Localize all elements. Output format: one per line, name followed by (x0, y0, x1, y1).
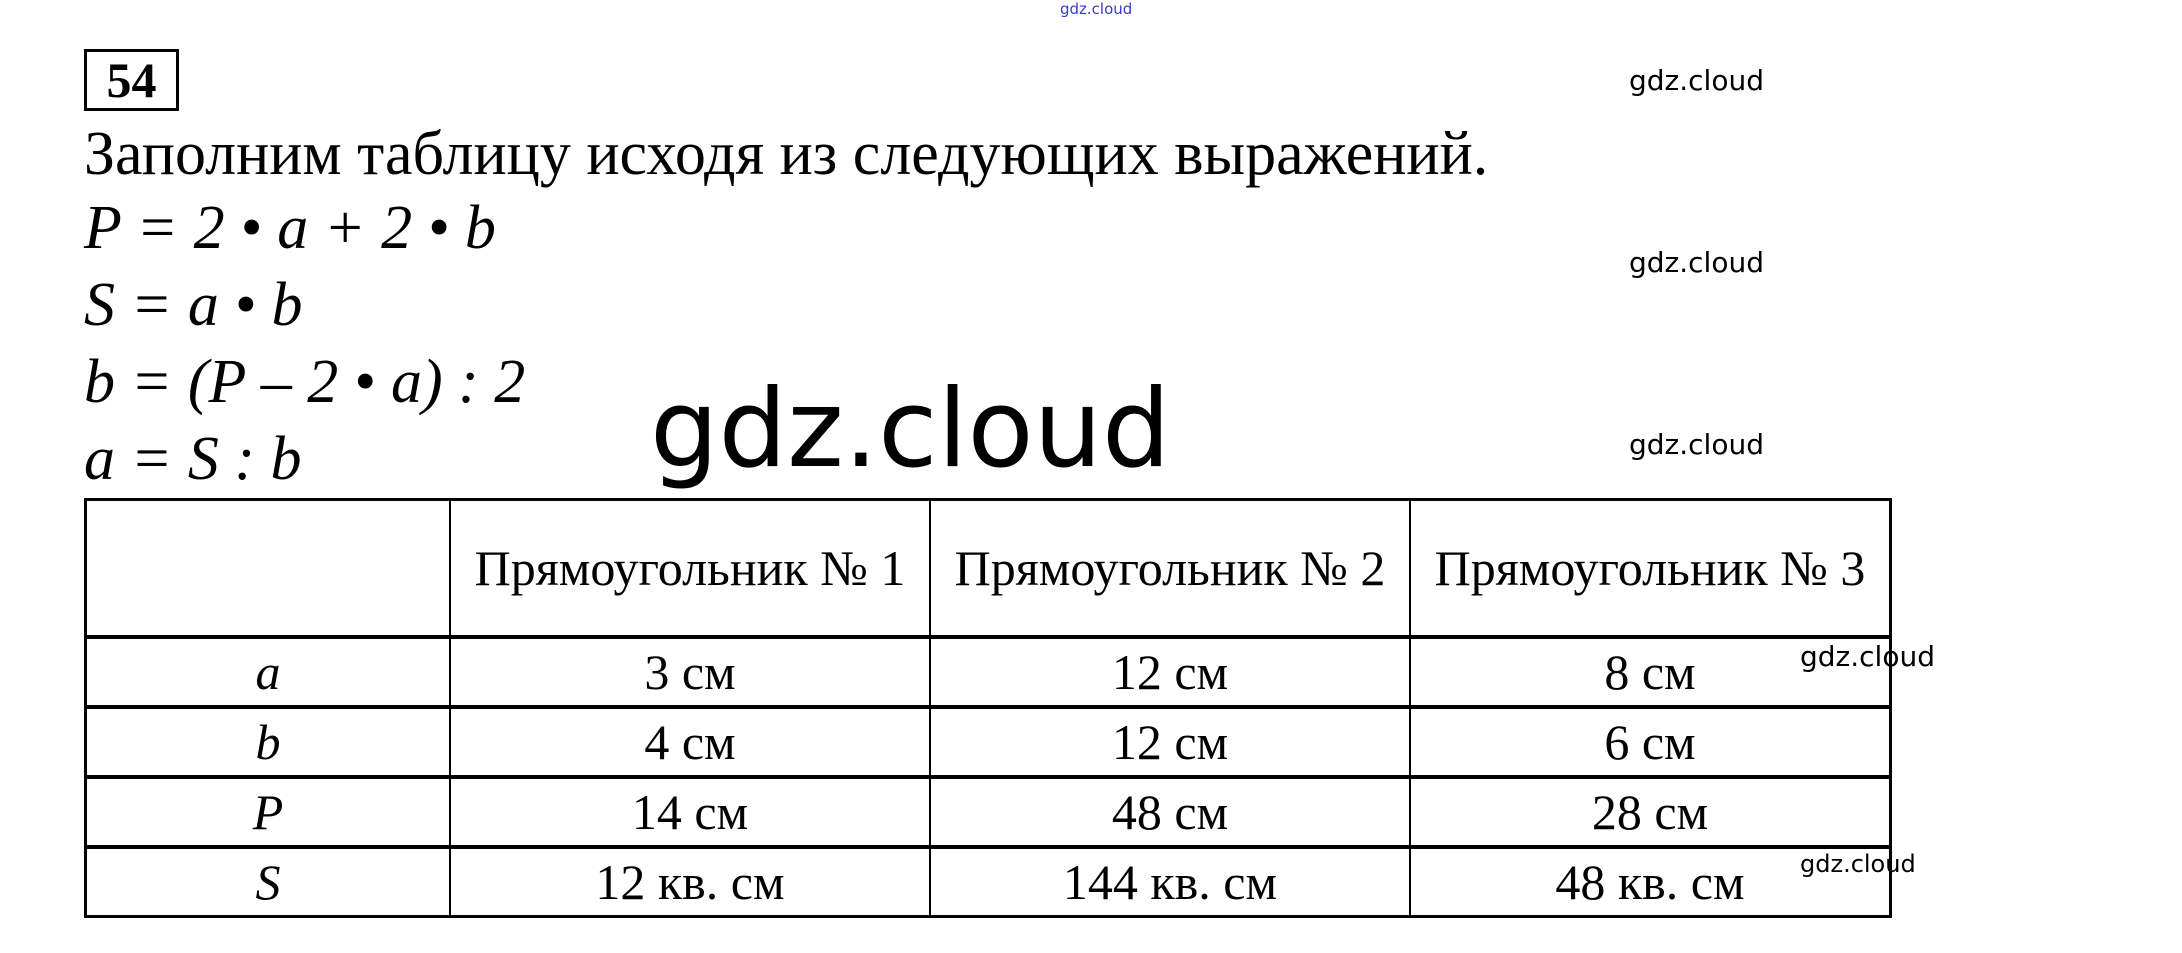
cell: 48 см (929, 775, 1411, 848)
watermark-top: gdz.cloud (1060, 0, 1133, 18)
task-number: 54 (84, 49, 179, 111)
formula-area: S = a • b (84, 271, 303, 339)
watermark-side: gdz.cloud (1629, 64, 1764, 97)
rectangles-table: Прямоугольник № 1 Прямоугольник № 2 Прям… (84, 498, 1892, 918)
cell: 4 см (449, 705, 931, 778)
table-row: b 4 см 12 см 6 см (84, 705, 1892, 778)
cell: 12 см (929, 635, 1411, 708)
formula-perimeter: P = 2 • a + 2 • b (84, 194, 496, 262)
cell: 48 кв. см (1409, 845, 1892, 918)
table-row: a 3 см 12 см 8 см (84, 635, 1892, 708)
row-label: S (84, 845, 451, 918)
table-row: P 14 см 48 см 28 см (84, 775, 1892, 848)
header-cell: Прямоугольник № 2 (929, 498, 1411, 638)
watermark-side: gdz.cloud (1629, 246, 1764, 279)
watermark-large: gdz.cloud (650, 367, 1171, 492)
formula-a: a = S : b (84, 425, 302, 493)
row-label: b (84, 705, 451, 778)
cell: 12 кв. см (449, 845, 931, 918)
formula-b: b = (P – 2 • a) : 2 (84, 348, 526, 416)
table-header-row: Прямоугольник № 1 Прямоугольник № 2 Прям… (84, 498, 1892, 638)
cell: 144 кв. см (929, 845, 1411, 918)
cell: 6 см (1409, 705, 1892, 778)
watermark-side: gdz.cloud (1800, 640, 1935, 673)
header-cell: Прямоугольник № 1 (449, 498, 931, 638)
row-label: P (84, 775, 451, 848)
cell: 14 см (449, 775, 931, 848)
cell: 3 см (449, 635, 931, 708)
heading: Заполним таблицу исходя из следующих выр… (84, 120, 1489, 188)
cell: 28 см (1409, 775, 1892, 848)
watermark-side: gdz.cloud (1629, 428, 1764, 461)
row-label: a (84, 635, 451, 708)
header-cell: Прямоугольник № 3 (1409, 498, 1892, 638)
header-cell (84, 498, 451, 638)
cell: 8 см (1409, 635, 1892, 708)
table-row: S 12 кв. см 144 кв. см 48 кв. см (84, 845, 1892, 918)
watermark-side: gdz.cloud (1800, 850, 1916, 878)
cell: 12 см (929, 705, 1411, 778)
